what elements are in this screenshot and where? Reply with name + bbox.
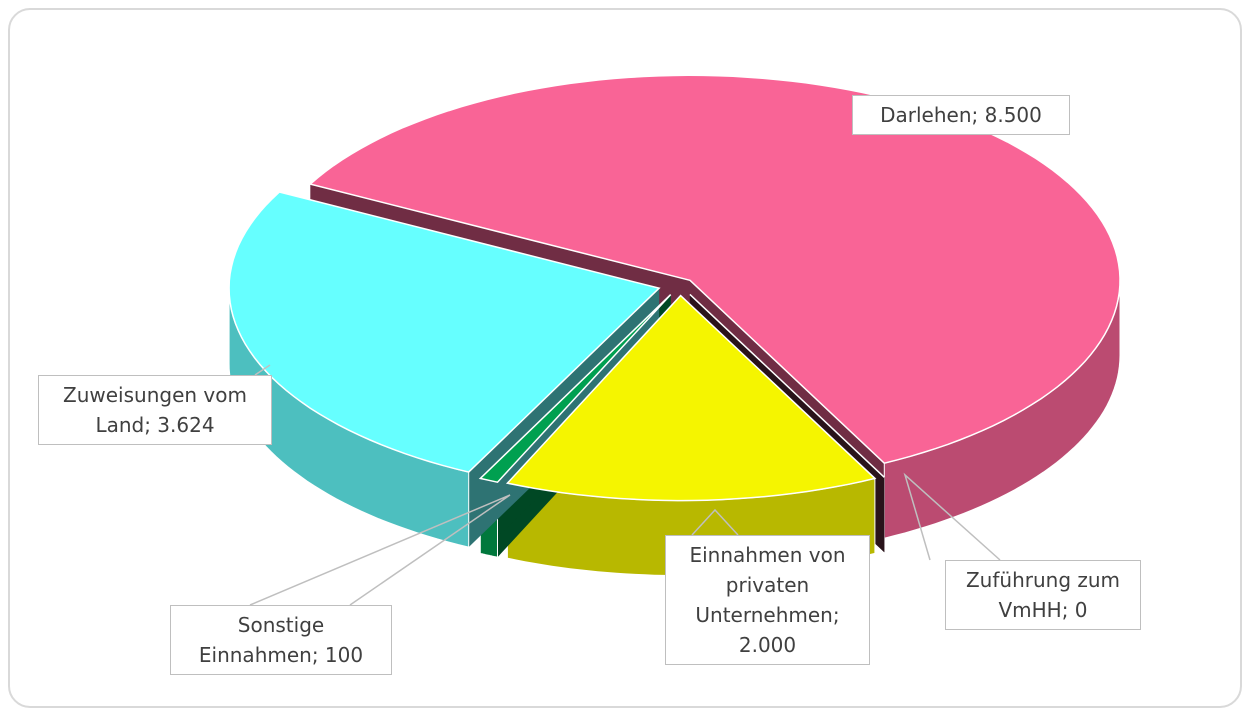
leader-line bbox=[691, 508, 739, 536]
data-label: Darlehen; 8.500 bbox=[852, 95, 1070, 135]
slice-top bbox=[308, 74, 1121, 465]
data-label: Zuführung zum VmHH; 0 bbox=[945, 560, 1141, 630]
leader-line bbox=[254, 364, 271, 376]
chart: Darlehen; 8.500 Zuführung zum VmHH; 0 Einn… bbox=[8, 8, 1242, 708]
data-label: Einnahmen von privaten Unternehmen; 2.00… bbox=[665, 535, 870, 665]
slice-top bbox=[505, 294, 877, 502]
slice-top bbox=[689, 293, 885, 478]
data-label: Sonstige Einnahmen; 100 bbox=[170, 605, 392, 675]
leader-line bbox=[249, 494, 511, 606]
data-label: Zuweisungen vom Land; 3.624 bbox=[38, 375, 272, 445]
leader-line bbox=[903, 472, 1001, 561]
slice-top bbox=[228, 191, 661, 473]
slice-top bbox=[478, 294, 672, 484]
